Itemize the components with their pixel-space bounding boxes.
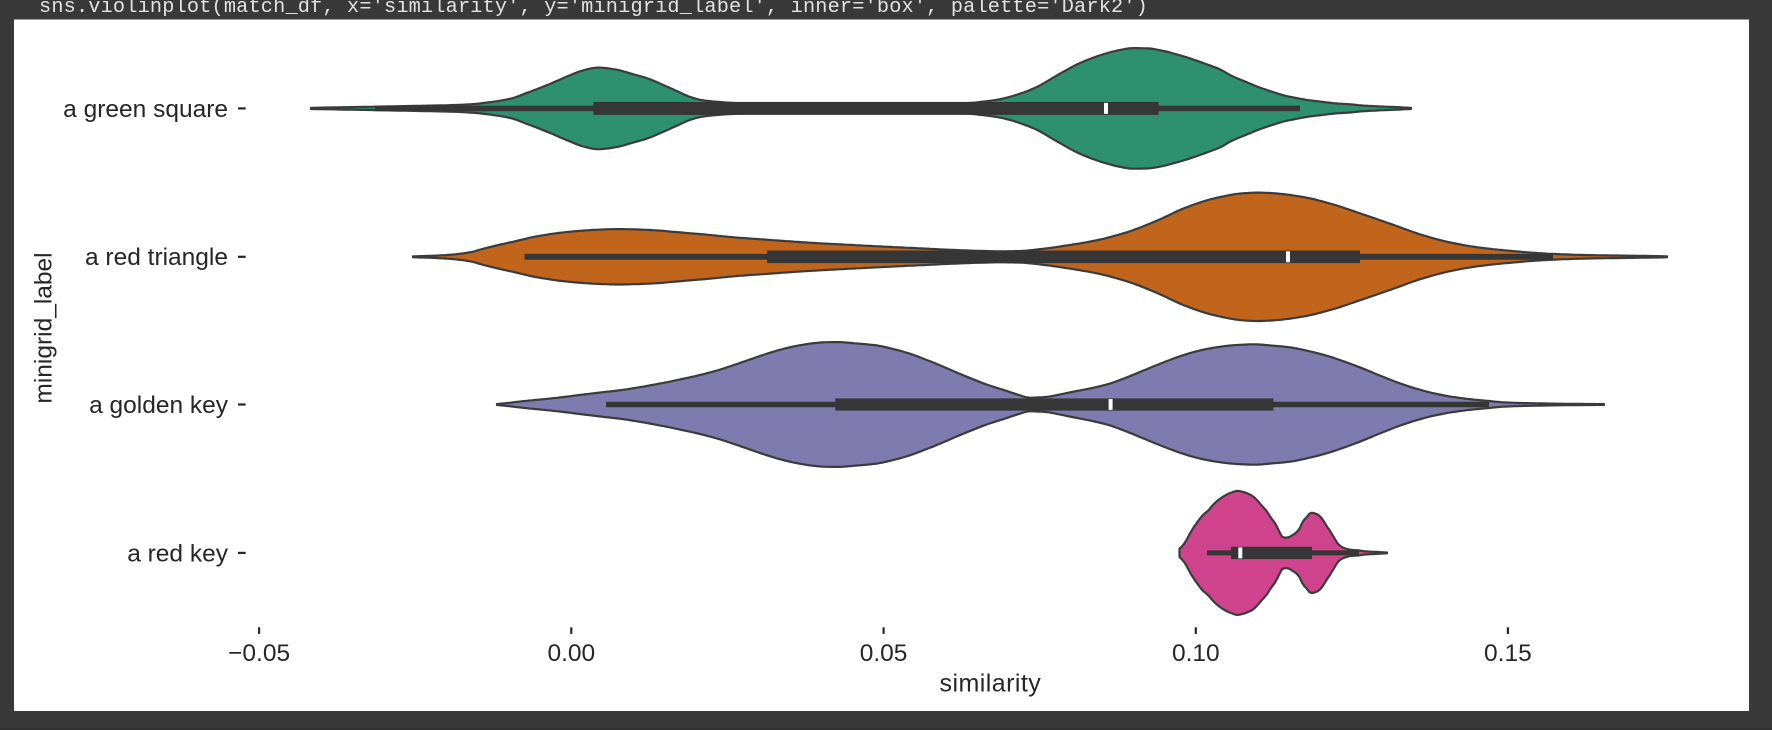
svg-text:a golden key: a golden key (89, 392, 229, 419)
svg-text:a red key: a red key (127, 540, 229, 567)
svg-text:−0.05: −0.05 (228, 640, 290, 667)
svg-text:a red triangle: a red triangle (85, 244, 228, 271)
svg-text:0.10: 0.10 (1172, 640, 1220, 667)
svg-text:a green square: a green square (63, 96, 228, 123)
svg-text:0.05: 0.05 (860, 640, 908, 667)
svg-text:similarity: similarity (940, 669, 1042, 697)
svg-text:0.00: 0.00 (547, 640, 595, 667)
svg-text:minigrid_label: minigrid_label (31, 252, 58, 403)
svg-text:0.15: 0.15 (1484, 640, 1532, 667)
